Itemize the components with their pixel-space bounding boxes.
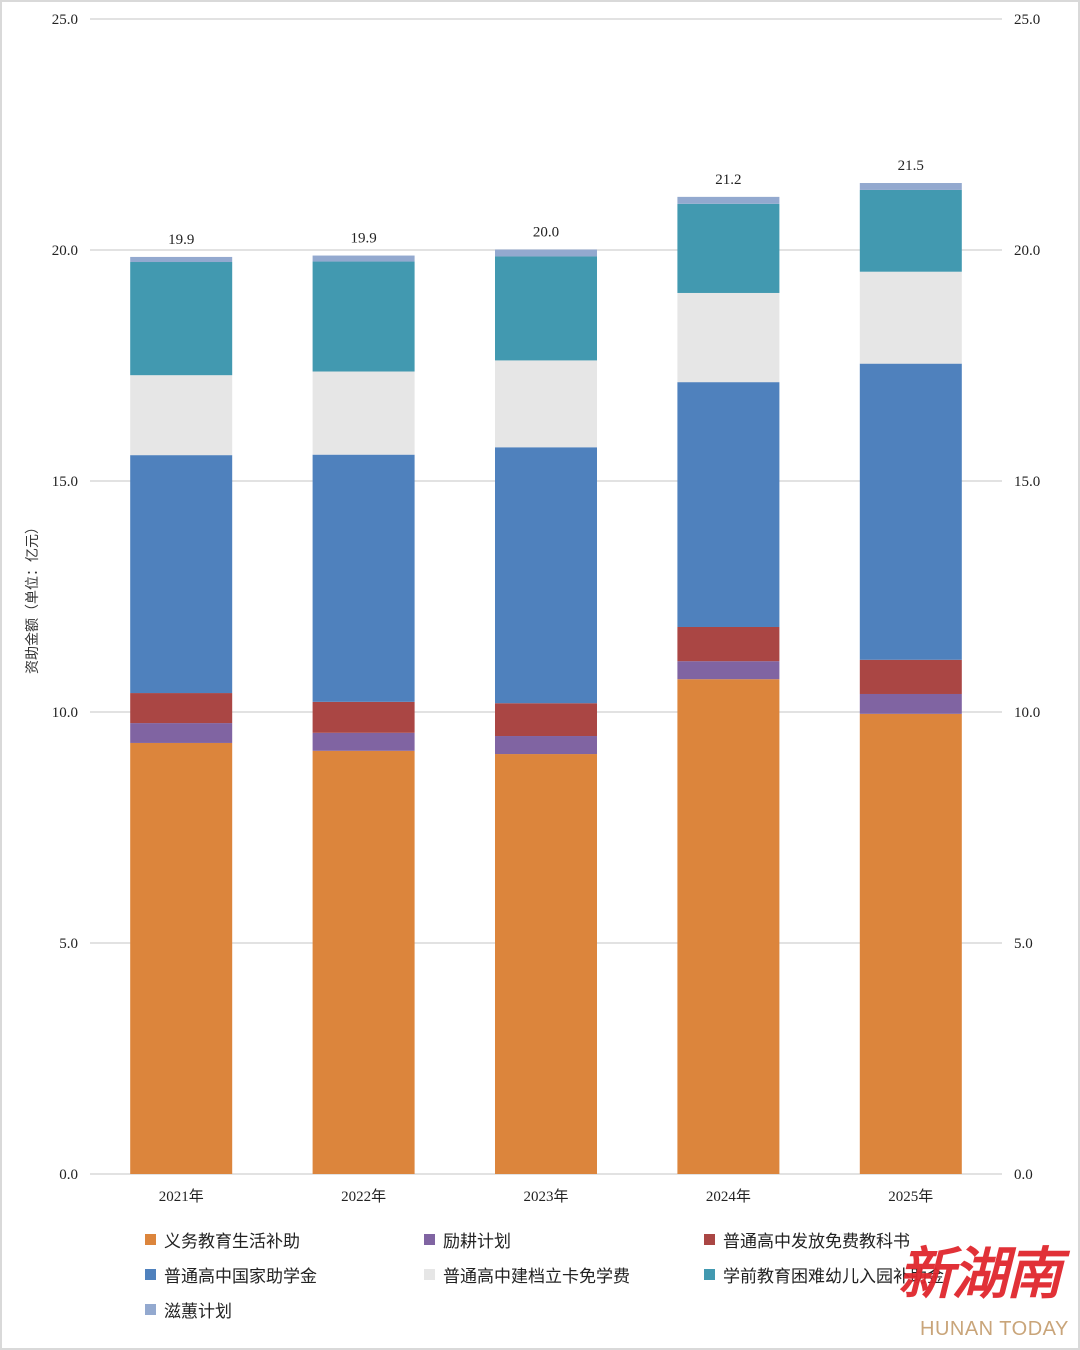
y-axis-label: 资助金额（单位：亿元） [26,520,41,674]
x-tick-label: 2021年 [159,1188,204,1205]
bar-segment [495,736,597,755]
bar-segment [130,375,233,456]
bar-segment [677,196,780,204]
bar-segment [312,454,415,702]
bar-segment [495,703,597,737]
x-tick-label: 2024年 [706,1188,751,1205]
total-data-label: 20.0 [533,225,559,241]
bar-segment [312,732,415,751]
bar-segment [312,261,415,372]
y-tick-label-left: 20.0 [52,243,78,259]
y-tick-label-left: 10.0 [52,705,78,721]
legend-item: 义务教育生活补助 [145,1227,300,1252]
legend-swatch [145,1234,156,1245]
bar-segment [859,713,962,1174]
bar-segment [677,203,780,293]
bar-segment [495,360,597,448]
bar-segment [312,750,415,1174]
bar-segment [130,256,233,263]
bar-segment [312,371,415,455]
legend-item: 普通高中国家助学金 [145,1262,317,1287]
total-data-label: 21.2 [715,172,741,188]
legend-swatch [424,1269,435,1280]
bar-segment [495,249,597,257]
legend-swatch [145,1269,156,1280]
y-tick-label-left: 0.0 [59,1167,78,1183]
x-tick-label: 2022年 [341,1188,386,1205]
y-tick-label-right: 0.0 [1014,1167,1033,1183]
bar-segment [130,693,233,724]
legend-label: 学前教育困难幼儿入园补助金 [723,1267,944,1286]
y-tick-label-left: 15.0 [52,474,78,490]
y-tick-label-right: 15.0 [1014,474,1040,490]
legend-swatch [704,1269,715,1280]
legend-swatch [145,1304,156,1315]
legend-item: 滋蕙计划 [145,1297,232,1322]
total-data-label: 19.9 [350,231,376,247]
bar-segment [859,659,962,694]
watermark-english: HUNAN TODAY [920,1318,1069,1340]
bar-segment [495,256,597,361]
legend-label: 滋蕙计划 [164,1302,232,1321]
bar-segment [495,754,597,1174]
legend-item: 普通高中发放免费教科书 [704,1227,910,1252]
y-tick-label-left: 5.0 [59,936,78,952]
y-tick-label-left: 25.0 [52,12,78,28]
bar-segment [677,292,780,383]
bar-segment [677,679,780,1174]
watermark-chinese: 新湖南 [898,1241,1062,1307]
bar-segment [677,626,780,662]
total-data-label: 19.9 [168,232,194,248]
legend-swatch [704,1234,715,1245]
bar-segment [859,271,962,364]
y-tick-label-right: 10.0 [1014,705,1040,721]
watermark-logo: 新湖南 HUNAN TODAY [898,1238,1078,1348]
bar-segment [677,382,780,627]
bar-segment [312,255,415,262]
bar-segment [130,455,233,694]
legend-label: 普通高中建档立卡免学费 [443,1267,630,1286]
legend-item: 励耕计划 [424,1227,511,1252]
y-tick-label-right: 5.0 [1014,936,1033,952]
x-tick-label: 2025年 [888,1188,933,1205]
legend-item: 学前教育困难幼儿入园补助金 [704,1262,944,1287]
legend-swatch [424,1234,435,1245]
bar-segment [495,447,597,704]
bar-segment [677,661,780,680]
legend-label: 普通高中发放免费教科书 [723,1232,910,1251]
bar-segment [859,183,962,190]
bar-segment [859,189,962,272]
y-tick-label-right: 20.0 [1014,243,1040,259]
total-data-label: 21.5 [898,158,924,174]
bar-segment [859,363,962,660]
bar-segment [130,723,233,743]
bar-segment [130,262,233,376]
x-tick-label: 2023年 [523,1188,568,1205]
bar-segment [130,742,233,1174]
legend-label: 普通高中国家助学金 [164,1267,317,1286]
y-tick-label-right: 25.0 [1014,12,1040,28]
legend-label: 义务教育生活补助 [164,1232,300,1251]
legend-label: 励耕计划 [443,1232,511,1251]
bar-segment [312,701,415,733]
legend-item: 普通高中建档立卡免学费 [424,1262,630,1287]
bar-segment [859,693,962,714]
